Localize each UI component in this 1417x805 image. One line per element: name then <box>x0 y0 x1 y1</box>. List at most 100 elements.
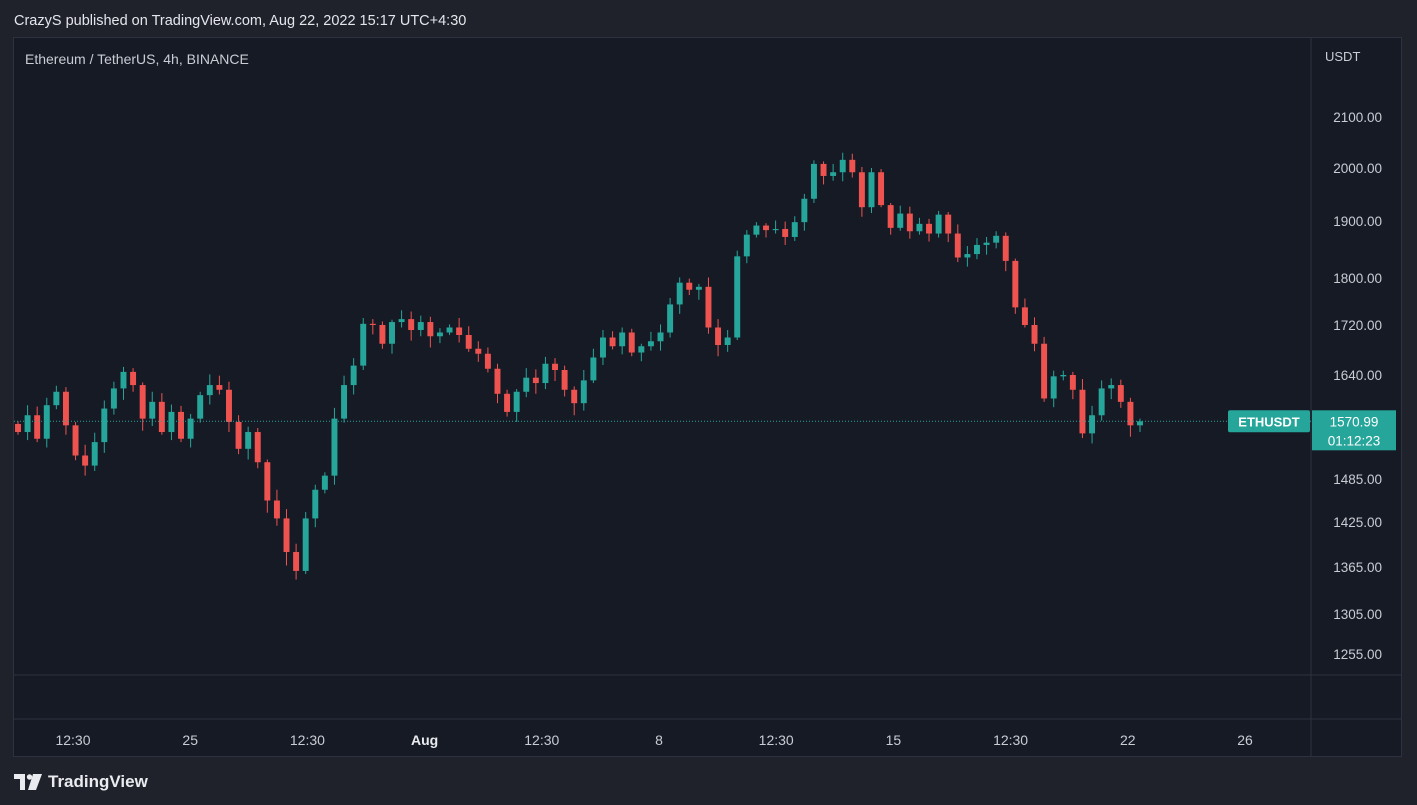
candle-body <box>1127 401 1134 426</box>
candle-body <box>62 391 69 426</box>
tradingview-logo[interactable]: TradingView <box>14 772 148 792</box>
candle-body <box>331 418 338 476</box>
candle-body <box>417 322 424 330</box>
candle-body <box>1012 260 1019 308</box>
candle-body <box>1060 375 1067 377</box>
candle-body <box>484 353 491 369</box>
candle-body <box>149 401 156 419</box>
symbol-title: Ethereum / TetherUS, 4h, BINANCE <box>25 51 249 67</box>
candle-body <box>264 462 271 501</box>
candle-body <box>839 159 846 173</box>
candle-body <box>321 475 328 490</box>
candle-body <box>398 319 405 323</box>
candle-body <box>954 233 961 258</box>
price-tick-label: 1720.00 <box>1333 318 1382 333</box>
candle-body <box>734 256 741 338</box>
candle-body <box>552 363 558 370</box>
candles-group <box>15 152 1143 580</box>
publish-header: CrazyS published on TradingView.com, Aug… <box>14 13 467 29</box>
candle-body <box>523 377 530 392</box>
candle-body <box>1089 415 1096 434</box>
candle-body <box>158 401 165 433</box>
candle-body <box>53 391 60 406</box>
candle-body <box>772 228 779 231</box>
time-tick-label: 12:30 <box>524 732 559 748</box>
price-tick-label: 1425.00 <box>1333 515 1382 530</box>
candle-body <box>475 348 482 354</box>
candle-body <box>619 332 626 347</box>
candle-body <box>389 322 395 344</box>
candle-body <box>72 425 79 456</box>
candle-body <box>82 455 89 466</box>
candle-body <box>676 282 683 305</box>
candle-body <box>600 337 606 358</box>
time-tick-label: 12:30 <box>759 732 794 748</box>
tradingview-brand-label: TradingView <box>48 772 148 791</box>
candle-body <box>1079 389 1086 434</box>
candle-body <box>542 363 549 384</box>
candle-body <box>168 411 175 433</box>
candle-body <box>983 242 990 245</box>
price-tick-label: 2000.00 <box>1333 161 1382 176</box>
candle-body <box>91 442 98 466</box>
candle-body <box>801 198 808 223</box>
candle-body <box>341 385 348 419</box>
price-tick-label: 2100.00 <box>1333 110 1382 125</box>
candle-body <box>1108 385 1115 389</box>
candle-body <box>897 213 904 228</box>
candle-body <box>273 500 280 519</box>
candle-body <box>609 337 616 347</box>
candle-body <box>120 371 127 389</box>
candle-body <box>34 415 41 439</box>
candle-body <box>293 552 300 571</box>
price-tick-label: 1255.00 <box>1333 647 1382 662</box>
candle-body <box>849 159 856 173</box>
price-tick-label: 1640.00 <box>1333 368 1382 383</box>
candle-body <box>235 421 242 449</box>
candle-body <box>1041 343 1048 399</box>
candle-body <box>369 323 376 325</box>
time-tick-label: 26 <box>1237 732 1253 748</box>
candle-body <box>197 395 204 419</box>
candle-body <box>830 172 837 176</box>
candle-body <box>705 286 712 328</box>
tradingview-logo-icon <box>14 774 42 790</box>
candle-body <box>935 214 942 234</box>
candle-body <box>178 411 184 439</box>
candle-body <box>206 385 213 396</box>
price-tick-label: 1305.00 <box>1333 607 1382 622</box>
candle-body <box>580 380 587 404</box>
candle-body <box>715 327 722 345</box>
symbol-tag-label: ETHUSDT <box>1238 414 1299 429</box>
candle-body <box>810 163 817 199</box>
candle-body <box>110 388 117 409</box>
candle-body <box>906 213 913 232</box>
candle-body <box>427 322 434 337</box>
price-tick-label: 1800.00 <box>1333 271 1382 286</box>
candle-body <box>763 225 769 231</box>
time-axis[interactable]: 12:30 25 12:30 Aug 12:30 8 12:30 15 12:30 22 26 <box>55 732 1253 748</box>
candle-body <box>446 327 453 333</box>
current-price-value: 1570.99 <box>1330 414 1379 429</box>
candle-body <box>24 415 31 433</box>
candle-body <box>868 172 875 208</box>
symbol-price-tag: ETHUSDT <box>1228 410 1310 433</box>
time-tick-label: 12:30 <box>290 732 325 748</box>
price-axis-unit: USDT <box>1325 49 1360 64</box>
candle-body <box>657 332 664 342</box>
candle-body <box>887 205 894 228</box>
candle-body <box>628 332 635 353</box>
price-tick-label: 1485.00 <box>1333 472 1382 487</box>
candle-body <box>974 244 980 255</box>
candle-body <box>513 391 520 412</box>
candle-body <box>187 418 194 439</box>
candle-body <box>1002 235 1009 261</box>
candle-body <box>1050 376 1057 399</box>
candle-body <box>245 432 252 449</box>
candle-body <box>379 325 386 344</box>
candle-body <box>101 408 108 443</box>
price-axis[interactable]: 2100.00 2000.00 1900.00 1800.00 1720.00 1640.… <box>1333 110 1382 662</box>
candle-body <box>226 389 232 422</box>
candle-body <box>532 377 539 384</box>
